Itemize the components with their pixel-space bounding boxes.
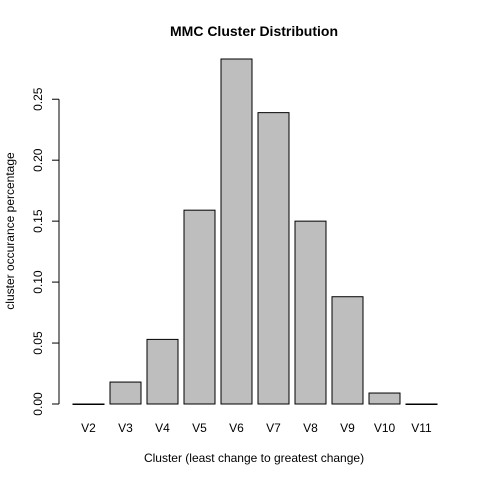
bar-v8 xyxy=(294,220,327,405)
bar-v9 xyxy=(331,296,364,405)
bar-v7 xyxy=(257,112,290,405)
x-tick-label-v6: V6 xyxy=(229,421,244,435)
y-tick-label: 0.00 xyxy=(31,392,45,416)
chart-title: MMC Cluster Distribution xyxy=(170,23,338,39)
bar-v11 xyxy=(405,403,438,405)
bar-v6 xyxy=(220,58,253,405)
x-tick-label-v5: V5 xyxy=(192,421,207,435)
x-tick-label-v4: V4 xyxy=(155,421,170,435)
y-tick-label: 0.15 xyxy=(31,209,45,233)
y-axis-label: cluster occurance percentage xyxy=(3,152,17,310)
y-tick-label: 0.20 xyxy=(31,148,45,172)
x-axis-label: Cluster (least change to greatest change… xyxy=(144,451,364,465)
bar-v2 xyxy=(72,403,105,405)
x-tick-label-v3: V3 xyxy=(118,421,133,435)
x-tick-label-v2: V2 xyxy=(81,421,96,435)
y-tick-label: 0.25 xyxy=(31,87,45,111)
bar-series xyxy=(72,58,438,405)
y-tick-label: 0.05 xyxy=(31,331,45,355)
x-tick-labels: V2 V3 V4 V5 V6 V7 V8 V9 V10 V11 xyxy=(81,421,432,435)
x-tick-label-v10: V10 xyxy=(374,421,396,435)
x-tick-label-v7: V7 xyxy=(266,421,281,435)
bar-v5 xyxy=(183,209,216,405)
bar-v4 xyxy=(146,338,179,405)
bar-v10 xyxy=(368,392,401,405)
y-axis: 0.00 0.05 0.10 0.15 0.20 0.25 xyxy=(31,87,60,416)
x-tick-label-v11: V11 xyxy=(411,421,432,435)
bar-v3 xyxy=(109,381,142,405)
x-tick-label-v9: V9 xyxy=(340,421,355,435)
x-tick-label-v8: V8 xyxy=(303,421,318,435)
y-tick-label: 0.10 xyxy=(31,270,45,294)
